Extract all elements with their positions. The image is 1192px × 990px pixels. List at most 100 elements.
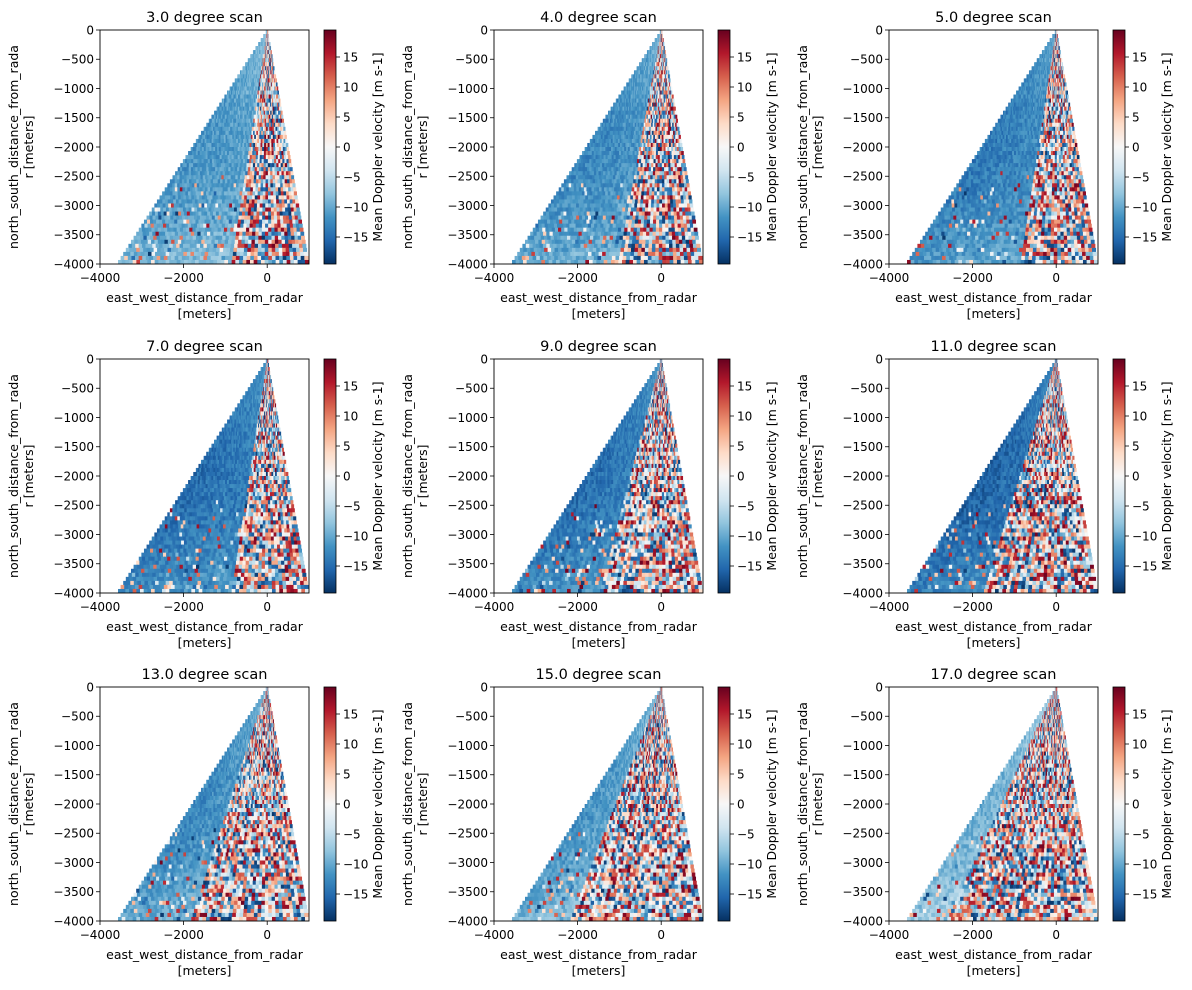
velocity-cell xyxy=(241,215,245,221)
velocity-cell xyxy=(675,151,678,156)
velocity-cell xyxy=(258,78,261,84)
velocity-cell xyxy=(188,171,192,176)
velocity-cell xyxy=(233,94,236,100)
velocity-cell xyxy=(240,102,243,108)
velocity-cell xyxy=(629,155,633,160)
velocity-cell xyxy=(649,70,651,75)
velocity-cell xyxy=(155,215,160,221)
velocity-cell xyxy=(265,86,268,92)
velocity-cell xyxy=(272,82,275,88)
velocity-cell xyxy=(646,122,649,128)
velocity-cell xyxy=(239,227,244,233)
velocity-cell xyxy=(651,122,654,128)
velocity-cell xyxy=(653,74,655,80)
velocity-cell xyxy=(210,211,214,217)
velocity-cell xyxy=(164,191,168,197)
velocity-cell xyxy=(652,114,654,120)
velocity-cell xyxy=(231,98,234,104)
velocity-cell xyxy=(239,167,243,172)
velocity-cell xyxy=(217,187,221,192)
velocity-cell xyxy=(237,98,240,104)
velocity-cell xyxy=(199,215,204,221)
velocity-cell xyxy=(146,247,151,253)
velocity-cell xyxy=(227,134,230,140)
velocity-cell xyxy=(250,247,255,253)
velocity-cell xyxy=(208,118,211,124)
velocity-cell xyxy=(252,187,256,192)
velocity-cell xyxy=(667,122,670,128)
velocity-cell xyxy=(264,82,266,88)
velocity-cell xyxy=(653,126,657,132)
velocity-cell xyxy=(260,183,264,188)
velocity-cell xyxy=(221,151,224,156)
velocity-cell xyxy=(270,74,272,80)
velocity-cell xyxy=(253,183,257,188)
velocity-cell xyxy=(272,102,275,108)
velocity-cell xyxy=(634,122,637,128)
velocity-cell xyxy=(675,134,678,140)
velocity-cell xyxy=(239,126,242,132)
velocity-cell xyxy=(265,82,268,88)
velocity-cell xyxy=(274,239,279,245)
velocity-cell xyxy=(265,142,269,148)
velocity-cell xyxy=(666,102,669,108)
velocity-cell xyxy=(262,74,264,80)
velocity-cell xyxy=(271,231,276,237)
velocity-cell xyxy=(194,147,197,152)
velocity-cell xyxy=(648,151,651,156)
velocity-cell xyxy=(246,102,249,108)
velocity-cell xyxy=(167,183,171,188)
velocity-cell xyxy=(183,219,187,225)
velocity-cell xyxy=(140,235,145,241)
velocity-cell xyxy=(270,110,273,116)
velocity-cell xyxy=(576,167,579,172)
velocity-cell xyxy=(273,199,277,205)
velocity-cell xyxy=(254,118,257,124)
velocity-cell xyxy=(276,167,280,172)
velocity-cell xyxy=(644,90,647,96)
velocity-cell xyxy=(260,134,264,140)
velocity-cell xyxy=(238,159,242,164)
velocity-cell xyxy=(634,151,638,156)
velocity-cell xyxy=(668,102,671,108)
velocity-cell xyxy=(156,219,160,225)
velocity-cell xyxy=(246,223,251,229)
velocity-cell xyxy=(213,231,218,237)
velocity-cell xyxy=(661,163,665,168)
velocity-cell xyxy=(636,163,639,168)
velocity-cell xyxy=(232,102,234,108)
velocity-cell xyxy=(253,255,259,261)
velocity-cell xyxy=(602,138,605,144)
velocity-cell xyxy=(681,155,685,160)
velocity-cell xyxy=(202,142,205,148)
velocity-cell xyxy=(200,223,204,229)
velocity-cell xyxy=(664,70,667,75)
velocity-cell xyxy=(661,167,665,172)
velocity-cell xyxy=(283,138,286,144)
velocity-cell xyxy=(667,82,669,88)
velocity-cell xyxy=(270,70,273,75)
velocity-cell xyxy=(261,239,266,245)
velocity-cell xyxy=(585,175,589,180)
velocity-cell xyxy=(650,82,652,88)
velocity-cell xyxy=(673,134,676,140)
velocity-cell xyxy=(143,247,148,253)
velocity-cell xyxy=(199,138,202,144)
velocity-cell xyxy=(187,259,192,264)
velocity-cell xyxy=(262,191,266,197)
velocity-cell xyxy=(270,94,273,100)
velocity-cell xyxy=(267,66,269,71)
velocity-cell xyxy=(666,62,668,67)
velocity-cell xyxy=(243,223,248,229)
velocity-cell xyxy=(193,155,197,160)
velocity-cell xyxy=(223,175,227,180)
velocity-cell xyxy=(642,118,646,124)
velocity-cell xyxy=(233,195,237,201)
velocity-cell xyxy=(640,94,643,100)
velocity-cell xyxy=(267,171,271,176)
velocity-cell xyxy=(252,122,255,128)
velocity-cell xyxy=(218,114,221,120)
velocity-cell xyxy=(232,167,236,172)
velocity-cell xyxy=(261,159,265,164)
velocity-cell xyxy=(626,138,630,144)
